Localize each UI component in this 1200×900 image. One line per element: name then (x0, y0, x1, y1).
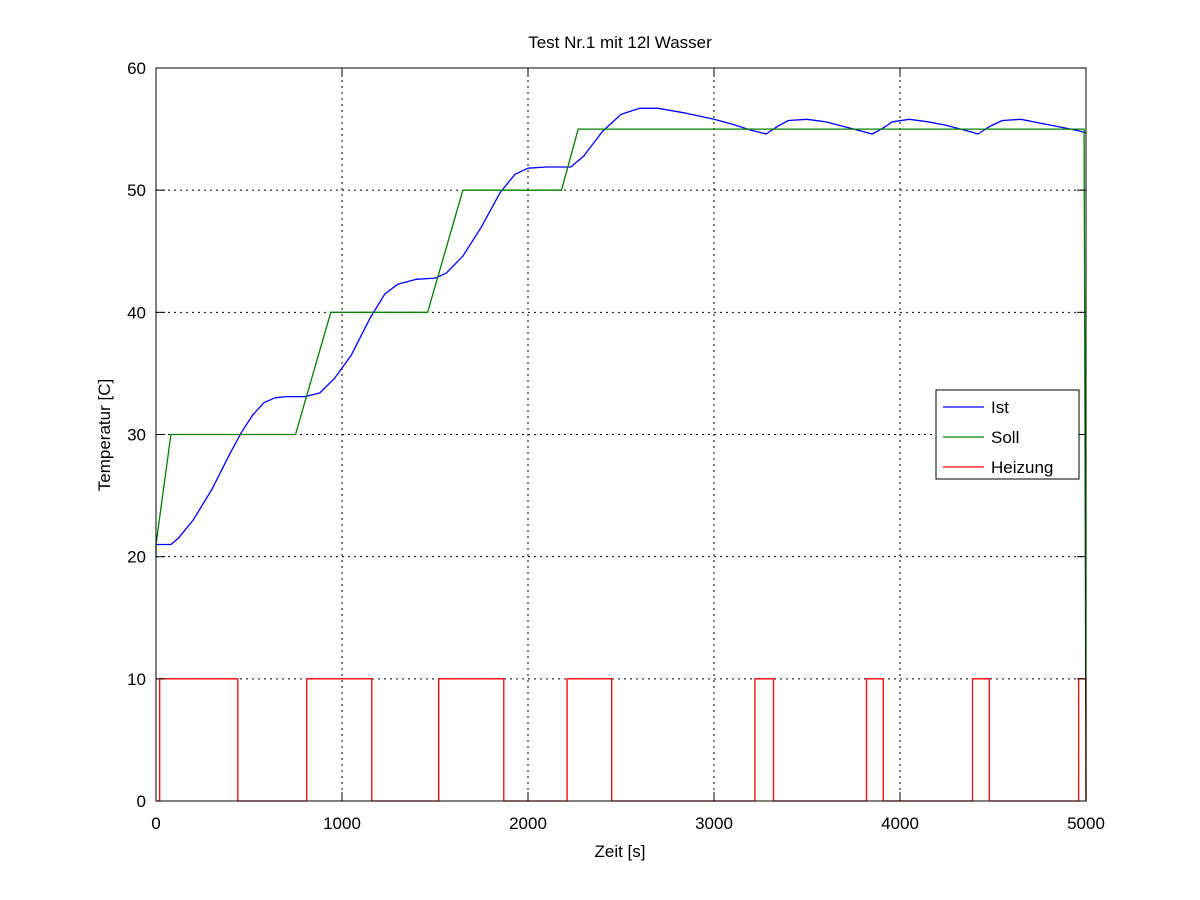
x-tick-label: 3000 (695, 814, 733, 833)
x-tick-label: 0 (151, 814, 160, 833)
y-tick-label: 60 (127, 59, 146, 78)
y-tick-label: 40 (127, 303, 146, 322)
y-tick-label: 0 (137, 792, 146, 811)
legend-box (935, 389, 1080, 480)
legend-label-heizung: Heizung (991, 458, 1053, 477)
y-tick-label: 20 (127, 548, 146, 567)
series-line-soll (155, 128, 1087, 802)
y-tick-label: 10 (127, 670, 146, 689)
x-tick-label: 5000 (1067, 814, 1105, 833)
x-tick-label: 4000 (881, 814, 919, 833)
legend: Ist Soll Heizung (935, 389, 1080, 480)
x-axis-label: Zeit [s] (594, 842, 645, 861)
y-tick-label: 50 (127, 181, 146, 200)
series-line-ist (156, 107, 1087, 546)
legend-label-soll: Soll (991, 428, 1019, 447)
y-tick-label: 30 (127, 426, 146, 445)
x-tick-label: 2000 (509, 814, 547, 833)
series-line-heizung (156, 678, 1087, 802)
x-tick-label: 1000 (323, 814, 361, 833)
chart-title: Test Nr.1 mit 12l Wasser (528, 33, 712, 52)
y-axis-label: Temperatur [C] (95, 379, 114, 491)
ticks: 0 1000 2000 3000 4000 5000 0 10 20 30 40 50 60 (127, 59, 1105, 833)
legend-label-ist: Ist (991, 398, 1009, 417)
grid (156, 68, 1086, 801)
